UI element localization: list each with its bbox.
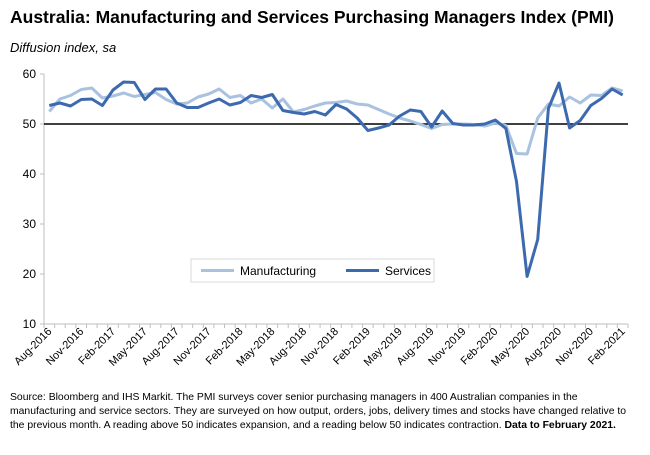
chart-title: Australia: Manufacturing and Services Pu… — [10, 7, 614, 27]
y-axis-ticks: 10 20 30 40 50 60 — [23, 67, 44, 331]
series-line-manufacturing — [48, 86, 624, 156]
y-tick-label: 10 — [23, 317, 37, 331]
source-note: Source: Bloomberg and IHS Markit. The PM… — [10, 391, 640, 433]
axis-unit-label: Diffusion index, sa — [10, 40, 117, 55]
legend: Manufacturing Services — [190, 258, 435, 283]
legend-box — [190, 258, 435, 283]
legend-label-services: Services — [385, 264, 431, 278]
pmi-line-chart: 10 20 30 40 50 60 Aug-2016Nov-2016Feb-2017May… — [12, 67, 629, 369]
y-tick-label: 20 — [23, 267, 37, 281]
legend-label-manufacturing: Manufacturing — [240, 264, 316, 278]
source-text: Source: Bloomberg and IHS Markit. The PM… — [10, 392, 627, 431]
y-tick-label: 50 — [23, 117, 37, 131]
x-axis-ticks: Aug-2016Nov-2016Feb-2017May-2017Aug-2017… — [12, 324, 629, 369]
y-tick-label: 60 — [23, 67, 37, 81]
y-tick-label: 40 — [23, 167, 37, 181]
y-tick-label: 30 — [23, 217, 37, 231]
source-data-date: Data to February 2021. — [504, 420, 616, 431]
series-line-services — [48, 80, 624, 278]
